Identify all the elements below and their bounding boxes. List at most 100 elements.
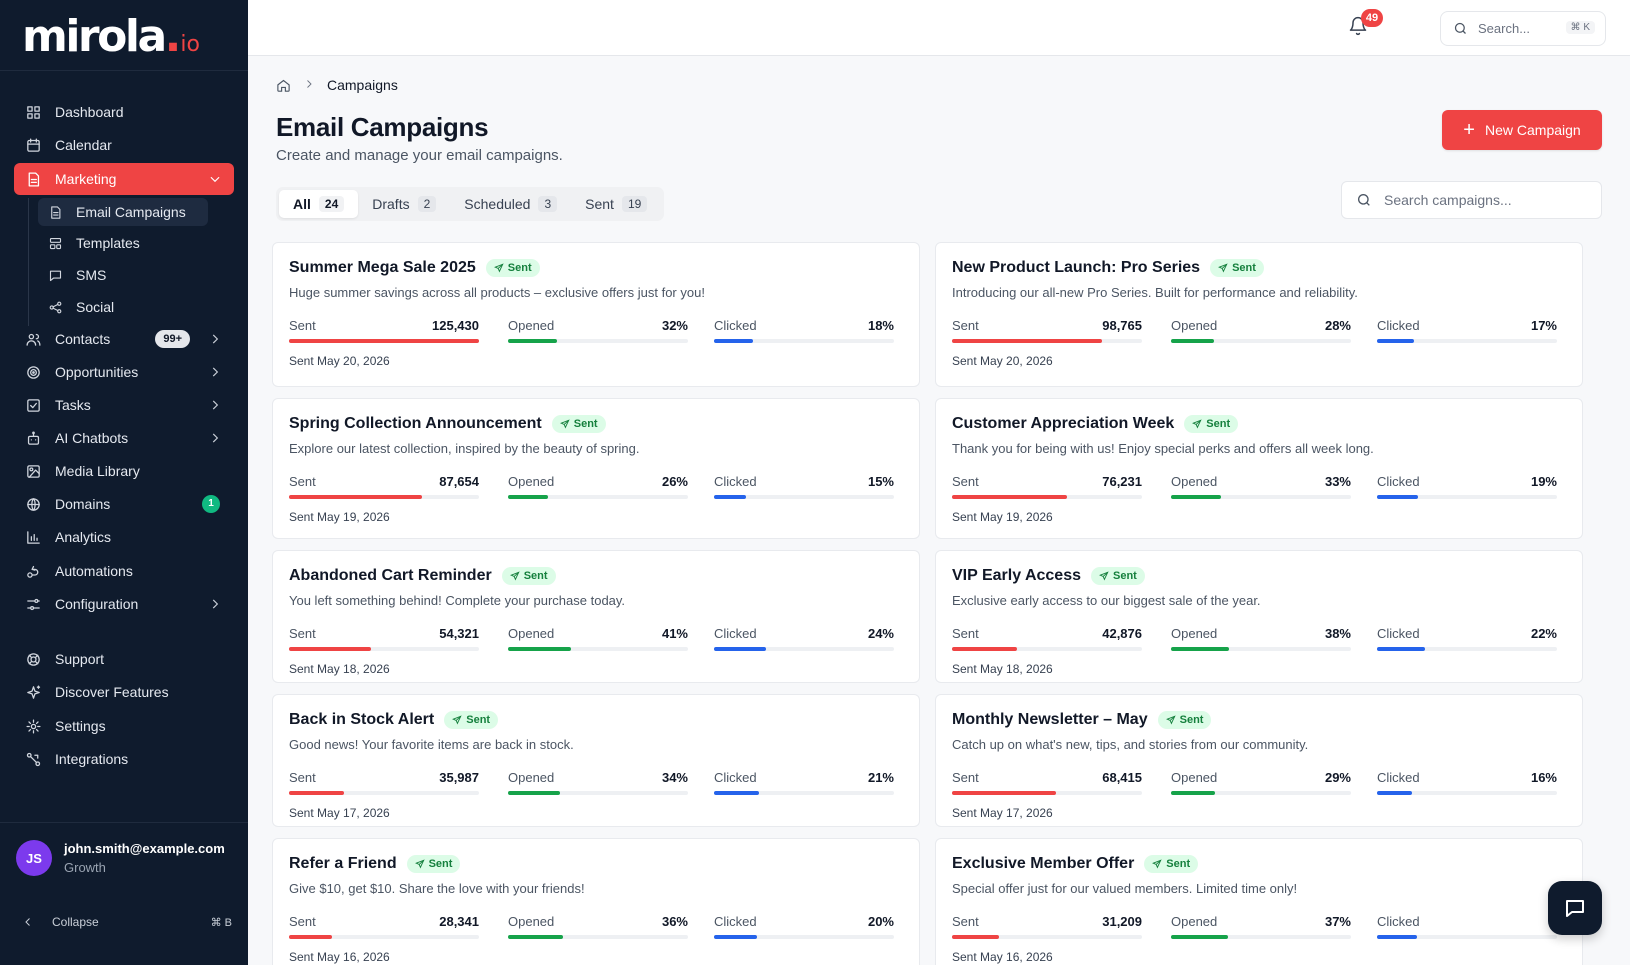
metric-sent: Sent 42,876	[952, 626, 1142, 656]
dashboard-icon	[24, 103, 42, 121]
metric-bar-fill	[289, 647, 372, 651]
campaign-title[interactable]: Spring Collection Announcement Sent	[289, 415, 606, 433]
campaign-title[interactable]: Exclusive Member Offer Sent	[952, 855, 1199, 873]
campaign-card[interactable]: VIP Early Access Sent Exclusive early acce…	[935, 550, 1583, 683]
sidebar-item-media-library[interactable]: Media Library	[14, 455, 234, 487]
global-search-input[interactable]: Search... ⌘ K	[1440, 11, 1606, 46]
metric-label: Sent	[952, 626, 979, 641]
sidebar-item-contacts[interactable]: Contacts 99+	[14, 323, 234, 355]
user-email: john.smith@example.com	[64, 841, 225, 856]
notifications-button[interactable]	[1348, 16, 1372, 40]
sidebar-item-support[interactable]: Support	[14, 643, 234, 675]
metric-bar-fill	[508, 495, 548, 499]
brand-logo[interactable]: mirola. io	[22, 12, 200, 62]
plus-icon: +	[1463, 119, 1475, 141]
sidebar-item-marketing[interactable]: Marketing	[14, 163, 234, 195]
submenu-item-label: SMS	[76, 267, 107, 283]
metric-bar-fill	[952, 935, 1000, 939]
config-icon	[24, 595, 42, 613]
metric-label: Opened	[1171, 626, 1218, 641]
tab-sent[interactable]: Sent 19	[571, 190, 661, 218]
sidebar-item-discover-features[interactable]: Discover Features	[14, 676, 234, 708]
sidebar-item-tasks[interactable]: Tasks	[14, 389, 234, 421]
metric-bar-track	[952, 339, 1142, 343]
collapse-button[interactable]: Collapse ⌘ B	[22, 912, 232, 932]
campaign-card[interactable]: Refer a Friend Sent Give $10, get $10. Sha…	[272, 838, 920, 965]
send-icon	[1192, 419, 1202, 429]
metric-bar-fill	[952, 791, 1056, 795]
status-badge: Sent	[1144, 855, 1199, 873]
sidebar-item-label: Settings	[55, 718, 106, 734]
sidebar-item-automations[interactable]: Automations	[14, 555, 234, 587]
chat-button[interactable]	[1548, 881, 1602, 935]
submenu-item-email-campaigns[interactable]: Email Campaigns	[38, 198, 208, 226]
sidebar-item-integrations[interactable]: Integrations	[14, 743, 234, 775]
metric-bar-fill	[714, 791, 760, 795]
campaign-title[interactable]: Refer a Friend Sent	[289, 855, 461, 873]
campaign-description: Good news! Your favorite items are back …	[289, 737, 574, 752]
metric-label: Sent	[952, 318, 979, 333]
metric-bar-fill	[1171, 647, 1230, 651]
sidebar-divider	[0, 822, 248, 823]
home-icon[interactable]	[276, 78, 291, 93]
metric-bar-track	[289, 935, 479, 939]
new-campaign-button[interactable]: + New Campaign	[1442, 110, 1602, 150]
status-badge-label: Sent	[1112, 570, 1137, 582]
tab-scheduled[interactable]: Scheduled 3	[450, 190, 571, 218]
sidebar-item-label: Contacts	[55, 331, 111, 347]
metric-label: Sent	[289, 626, 316, 641]
campaign-card[interactable]: Summer Mega Sale 2025 Sent Huge summer sav…	[272, 242, 920, 387]
submenu-item-templates[interactable]: Templates	[38, 229, 208, 257]
campaign-card[interactable]: Spring Collection Announcement Sent Explor…	[272, 398, 920, 539]
sidebar-item-opportunities[interactable]: Opportunities	[14, 356, 234, 388]
sidebar-item-domains[interactable]: Domains 1	[14, 488, 234, 520]
campaign-sent-date: Sent May 18, 2026	[952, 662, 1053, 676]
metric-bar-fill	[1377, 647, 1425, 651]
metric-bar-track	[289, 647, 479, 651]
tab-drafts[interactable]: Drafts 2	[358, 190, 450, 218]
campaign-card[interactable]: New Product Launch: Pro Series Sent Introd…	[935, 242, 1583, 387]
campaign-title[interactable]: Back in Stock Alert Sent	[289, 711, 499, 729]
sidebar-item-settings[interactable]: Settings	[14, 710, 234, 742]
metric-value: 68,415	[1102, 770, 1142, 785]
campaign-card[interactable]: Abandoned Cart Reminder Sent You left some…	[272, 550, 920, 683]
campaign-card[interactable]: Customer Appreciation Week Sent Thank you …	[935, 398, 1583, 539]
metric-sent: Sent 76,231	[952, 474, 1142, 504]
campaign-title[interactable]: Summer Mega Sale 2025 Sent	[289, 259, 540, 277]
campaign-title[interactable]: Customer Appreciation Week Sent	[952, 415, 1239, 433]
campaign-title[interactable]: Abandoned Cart Reminder Sent	[289, 567, 556, 585]
sidebar-item-calendar[interactable]: Calendar	[14, 129, 234, 161]
campaign-title[interactable]: VIP Early Access Sent	[952, 567, 1145, 585]
bell-icon	[1349, 16, 1367, 36]
sidebar-item-configuration[interactable]: Configuration	[14, 588, 234, 620]
metric-bar-track	[952, 791, 1142, 795]
campaign-search-input[interactable]: Search campaigns...	[1341, 181, 1602, 219]
collapse-label: Collapse	[52, 915, 99, 929]
calendar-icon	[24, 136, 42, 154]
submenu-item-social[interactable]: Social	[38, 293, 208, 321]
metric-bar-fill	[289, 339, 479, 343]
campaign-card[interactable]: Back in Stock Alert Sent Good news! Your f…	[272, 694, 920, 827]
user-plan: Growth	[64, 860, 106, 875]
metric-clicked: Clicked 15%	[714, 474, 894, 504]
tab-all[interactable]: All 24	[279, 190, 359, 218]
sidebar-item-ai-chatbots[interactable]: AI Chatbots	[14, 422, 234, 454]
tab-count: 3	[538, 196, 558, 212]
submenu-item-sms[interactable]: SMS	[38, 261, 208, 289]
metric-label: Sent	[289, 474, 316, 489]
campaign-card[interactable]: Exclusive Member Offer Sent Special offer …	[935, 838, 1583, 965]
user-profile[interactable]: JS john.smith@example.com Growth	[16, 840, 225, 876]
metric-clicked: Clicked	[1377, 914, 1557, 944]
sidebar-item-dashboard[interactable]: Dashboard	[14, 96, 234, 128]
metric-label: Opened	[508, 318, 555, 333]
campaign-title[interactable]: Monthly Newsletter – May Sent	[952, 711, 1212, 729]
metric-bar-track	[714, 935, 894, 939]
metric-label: Sent	[289, 770, 316, 785]
metric-bar-track	[714, 339, 894, 343]
metric-bar-fill	[1377, 935, 1417, 939]
campaign-card[interactable]: Monthly Newsletter – May Sent Catch up on …	[935, 694, 1583, 827]
campaign-title[interactable]: New Product Launch: Pro Series Sent	[952, 259, 1264, 277]
metric-bar-fill	[1377, 339, 1414, 343]
metric-bar-fill	[952, 495, 1068, 499]
sidebar-item-analytics[interactable]: Analytics	[14, 521, 234, 553]
